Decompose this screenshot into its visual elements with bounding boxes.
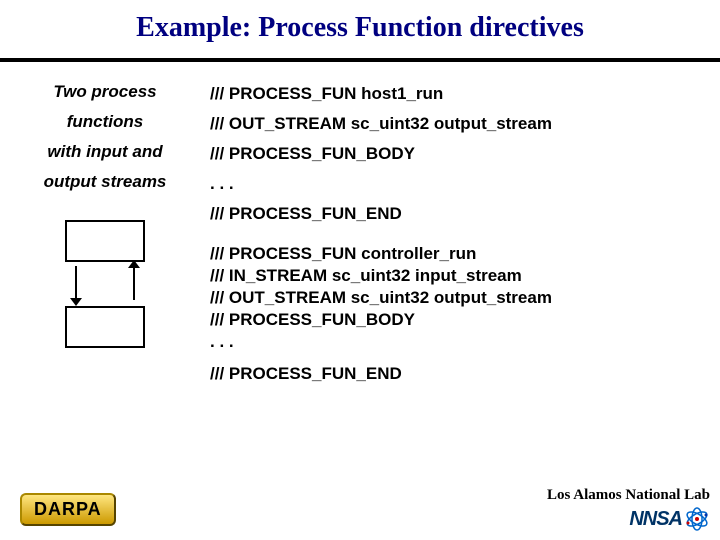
code-line: /// PROCESS_FUN_END: [210, 364, 710, 384]
code-line: /// PROCESS_FUN host1_run: [210, 84, 710, 104]
left-column: Two process functions with input and out…: [10, 82, 200, 394]
nnsa-text: NNSA: [629, 508, 682, 531]
lab-name: Los Alamos National Lab: [547, 487, 710, 504]
description-line: functions: [67, 112, 144, 132]
code-line: . . .: [210, 174, 710, 194]
footer: DARPA Los Alamos National Lab NNSA: [0, 485, 720, 540]
description-line: with input and: [47, 142, 162, 162]
nnsa-logo: NNSA: [629, 506, 710, 532]
description-line: Two process: [53, 82, 156, 102]
right-column: /// PROCESS_FUN host1_run /// OUT_STREAM…: [200, 82, 710, 394]
code-line: /// OUT_STREAM sc_uint32 output_stream: [210, 288, 710, 308]
code-line: /// IN_STREAM sc_uint32 input_stream: [210, 266, 710, 286]
flowchart-box: [65, 306, 145, 348]
code-block-2: /// PROCESS_FUN controller_run /// IN_ST…: [210, 244, 710, 384]
arrow-down-icon: [75, 266, 77, 300]
code-line: . . .: [210, 332, 710, 352]
content-area: Two process functions with input and out…: [0, 62, 720, 394]
code-line: /// PROCESS_FUN_BODY: [210, 144, 710, 164]
flowchart-box: [65, 220, 145, 262]
page-title: Example: Process Function directives: [0, 0, 720, 44]
description-line: output streams: [44, 172, 167, 192]
footer-right: Los Alamos National Lab NNSA: [547, 487, 710, 532]
code-line: /// PROCESS_FUN_END: [210, 204, 710, 224]
flowchart-diagram: [65, 220, 145, 348]
atom-icon: [684, 506, 710, 532]
arrow-up-icon: [133, 266, 135, 300]
code-line: /// PROCESS_FUN controller_run: [210, 244, 710, 264]
flowchart-arrows: [65, 262, 145, 306]
code-line: /// PROCESS_FUN_BODY: [210, 310, 710, 330]
code-line: /// OUT_STREAM sc_uint32 output_stream: [210, 114, 710, 134]
darpa-logo: DARPA: [20, 493, 116, 526]
